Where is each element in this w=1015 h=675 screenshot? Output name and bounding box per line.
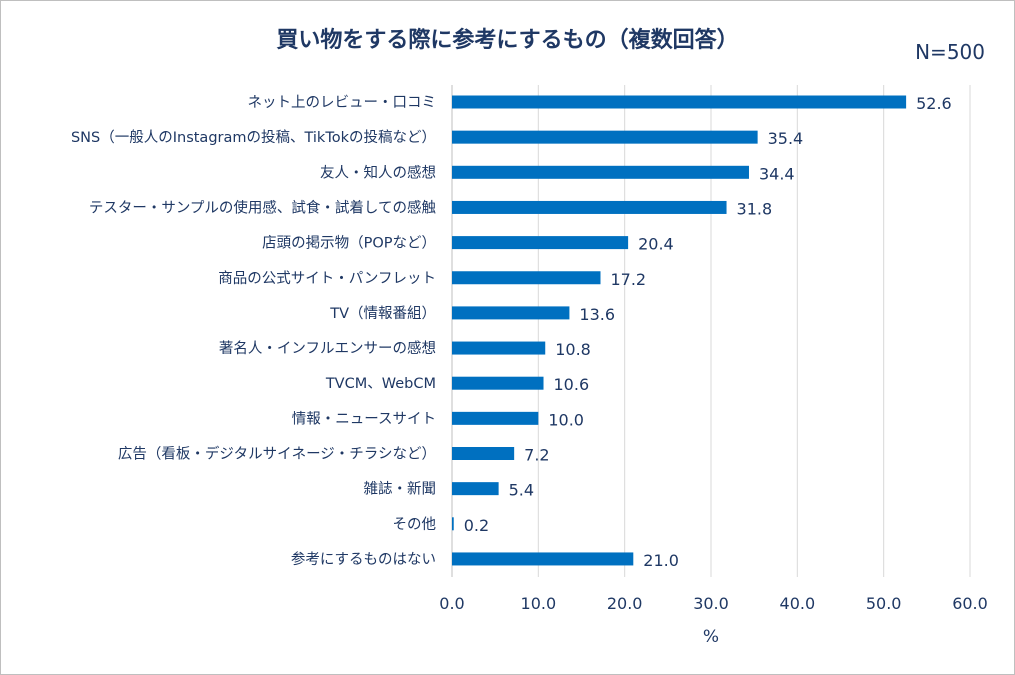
value-label: 10.6: [554, 375, 590, 394]
bar: [452, 376, 544, 390]
x-tick-label: 20.0: [607, 594, 643, 613]
category-label: 参考にするものはない: [291, 551, 436, 568]
x-tick-label: 10.0: [521, 594, 557, 613]
bar: [452, 447, 515, 460]
value-label: 10.8: [555, 340, 591, 359]
category-label: テスター・サンプルの使用感、試食・試着しての感触: [89, 199, 437, 216]
category-label: 商品の公式サイト・パンフレット: [218, 270, 436, 287]
category-label: SNS（一般人のInstagramの投稿、TikTokの投稿など）: [71, 129, 436, 146]
x-tick-label: 30.0: [693, 594, 729, 613]
x-tick-label: 60.0: [952, 594, 988, 613]
bar: [452, 306, 570, 320]
value-label: 31.8: [737, 199, 773, 218]
value-label: 7.2: [524, 446, 549, 465]
category-label: 友人・知人の感想: [320, 164, 436, 181]
x-axis-title: %: [703, 627, 719, 647]
value-label: 34.4: [759, 164, 795, 183]
chart-title: 買い物をする際に参考にするもの（複数回答）: [276, 28, 739, 53]
bar: [452, 165, 749, 179]
bar: [452, 271, 601, 285]
category-label: TVCM、WebCM: [325, 376, 436, 392]
value-label: 0.2: [464, 516, 489, 535]
value-label: 17.2: [610, 270, 646, 289]
category-label: 雑誌・新聞: [364, 481, 437, 498]
x-tick-label: 50.0: [866, 594, 902, 613]
bar: [452, 411, 539, 425]
bar: [452, 341, 546, 355]
bar: [452, 200, 727, 214]
bar: [452, 552, 634, 566]
category-label: 広告（看板・デジタルサイネージ・チラシなど）: [118, 445, 436, 463]
bar: [452, 482, 499, 496]
x-tick-label: 0.0: [439, 594, 464, 613]
x-tick-label: 40.0: [780, 594, 816, 613]
value-label: 10.0: [548, 410, 584, 429]
value-label: 5.4: [509, 481, 534, 500]
category-label: 情報・ニュースサイト: [292, 410, 436, 427]
value-label: 52.6: [916, 94, 952, 113]
value-label: 13.6: [579, 305, 615, 324]
value-label: 21.0: [643, 551, 679, 570]
value-label: 20.4: [638, 235, 674, 254]
category-label: TV（情報番組）: [329, 305, 436, 322]
value-label: 35.4: [768, 129, 804, 148]
bar: [452, 95, 907, 109]
bar: [452, 517, 454, 531]
category-label: その他: [393, 516, 437, 533]
sample-size-label: N=500: [915, 40, 985, 64]
bar: [452, 236, 629, 250]
category-label: ネット上のレビュー・口コミ: [248, 94, 437, 111]
category-label: 著名人・インフルエンサーの感想: [219, 340, 436, 357]
bar: [452, 130, 758, 144]
category-label: 店頭の掲示物（POPなど）: [262, 235, 436, 252]
